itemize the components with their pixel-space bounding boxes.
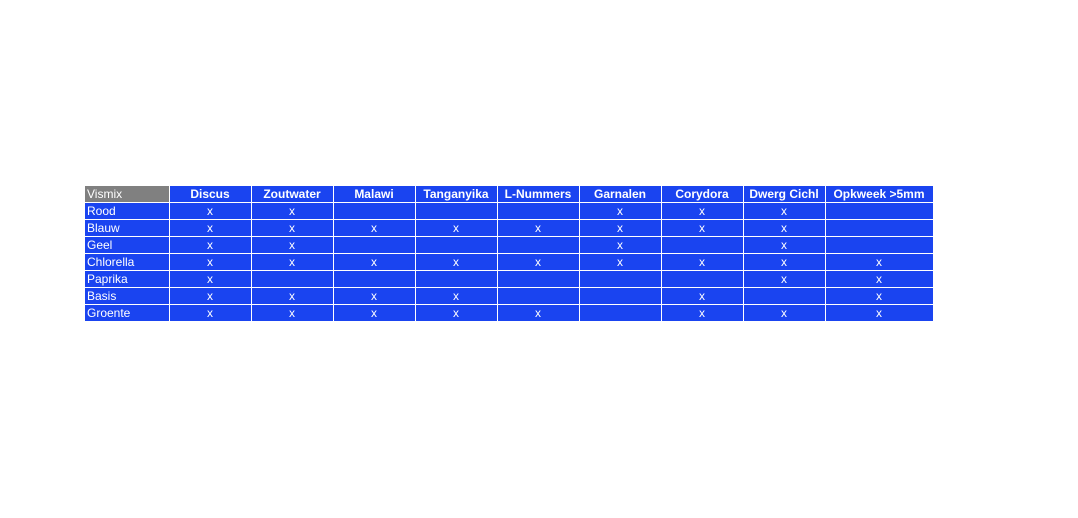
table-cell[interactable]: x bbox=[168, 270, 252, 288]
table-cell[interactable]: x bbox=[496, 219, 580, 237]
table-cell[interactable]: x bbox=[168, 236, 252, 254]
table-cell[interactable] bbox=[496, 202, 580, 220]
table-cell[interactable]: x bbox=[168, 202, 252, 220]
table-cell[interactable]: x bbox=[332, 253, 416, 271]
table-cell[interactable]: x bbox=[824, 270, 934, 288]
row-label[interactable]: Paprika bbox=[85, 270, 170, 288]
row-label[interactable]: Basis bbox=[85, 287, 170, 305]
column-header[interactable]: Corydora bbox=[660, 186, 744, 203]
row-label[interactable]: Blauw bbox=[85, 219, 170, 237]
table-cell[interactable]: x bbox=[660, 253, 744, 271]
table-cell[interactable] bbox=[414, 270, 498, 288]
table-row: Rood x x x x x bbox=[85, 202, 934, 220]
table-cell[interactable] bbox=[660, 270, 744, 288]
row-label[interactable]: Rood bbox=[85, 202, 170, 220]
table-cell[interactable]: x bbox=[250, 253, 334, 271]
table-row: Groente x x x x x x x x bbox=[85, 304, 934, 322]
table-cell[interactable]: x bbox=[660, 304, 744, 322]
table-cell[interactable]: x bbox=[742, 236, 826, 254]
table-cell[interactable]: x bbox=[578, 236, 662, 254]
table-cell[interactable] bbox=[660, 236, 744, 254]
table-cell[interactable]: x bbox=[824, 287, 934, 305]
table-cell[interactable] bbox=[332, 270, 416, 288]
row-label[interactable]: Chlorella bbox=[85, 253, 170, 271]
table-cell[interactable] bbox=[250, 270, 334, 288]
column-header[interactable]: Malawi bbox=[332, 186, 416, 203]
table-cell[interactable]: x bbox=[578, 253, 662, 271]
table-cell[interactable]: x bbox=[414, 287, 498, 305]
table-cell[interactable]: x bbox=[250, 236, 334, 254]
table-cell[interactable]: x bbox=[168, 253, 252, 271]
table-cell[interactable] bbox=[332, 236, 416, 254]
column-header[interactable]: Garnalen bbox=[578, 186, 662, 203]
table-cell[interactable]: x bbox=[168, 304, 252, 322]
corner-cell[interactable]: Vismix bbox=[85, 186, 170, 203]
table-cell[interactable]: x bbox=[578, 202, 662, 220]
table-cell[interactable]: x bbox=[414, 219, 498, 237]
table-cell[interactable]: x bbox=[414, 253, 498, 271]
table-cell[interactable] bbox=[824, 236, 934, 254]
table-row: Geel x x x x bbox=[85, 236, 934, 254]
table-row: Chlorella x x x x x x x x x bbox=[85, 253, 934, 271]
table-cell[interactable] bbox=[824, 219, 934, 237]
table-cell[interactable] bbox=[496, 270, 580, 288]
table-cell[interactable] bbox=[578, 287, 662, 305]
table-cell[interactable]: x bbox=[660, 202, 744, 220]
table-cell[interactable] bbox=[742, 287, 826, 305]
table-cell[interactable] bbox=[414, 202, 498, 220]
table-cell[interactable]: x bbox=[742, 253, 826, 271]
table-cell[interactable]: x bbox=[742, 202, 826, 220]
table-cell[interactable] bbox=[496, 236, 580, 254]
column-header[interactable]: L-Nummers bbox=[496, 186, 580, 203]
vismix-table: Vismix Discus Zoutwater Malawi Tanganyika L-… bbox=[85, 186, 934, 322]
column-header[interactable]: Opkweek >5mm bbox=[824, 186, 934, 203]
table-cell[interactable]: x bbox=[496, 304, 580, 322]
header-row: Vismix Discus Zoutwater Malawi Tanganyika L-… bbox=[85, 186, 934, 203]
table-cell[interactable]: x bbox=[742, 304, 826, 322]
column-header[interactable]: Dwerg Cichl bbox=[742, 186, 826, 203]
table-cell[interactable]: x bbox=[824, 253, 934, 271]
column-header[interactable]: Discus bbox=[168, 186, 252, 203]
table-row: Blauw x x x x x x x x bbox=[85, 219, 934, 237]
table-cell[interactable]: x bbox=[250, 219, 334, 237]
column-header[interactable]: Zoutwater bbox=[250, 186, 334, 203]
table-cell[interactable]: x bbox=[578, 219, 662, 237]
table-cell[interactable]: x bbox=[496, 253, 580, 271]
table-cell[interactable]: x bbox=[250, 304, 334, 322]
table-cell[interactable]: x bbox=[660, 219, 744, 237]
table-cell[interactable] bbox=[578, 304, 662, 322]
table-row: Paprika x x x bbox=[85, 270, 934, 288]
table-cell[interactable]: x bbox=[332, 219, 416, 237]
table-cell[interactable]: x bbox=[414, 304, 498, 322]
table-row: Basis x x x x x x bbox=[85, 287, 934, 305]
table-cell[interactable]: x bbox=[168, 287, 252, 305]
table-cell[interactable]: x bbox=[742, 270, 826, 288]
table-cell[interactable] bbox=[496, 287, 580, 305]
table-cell[interactable]: x bbox=[168, 219, 252, 237]
table-cell[interactable]: x bbox=[250, 202, 334, 220]
table-cell[interactable] bbox=[332, 202, 416, 220]
table-cell[interactable]: x bbox=[660, 287, 744, 305]
table-cell[interactable] bbox=[824, 202, 934, 220]
table-cell[interactable]: x bbox=[824, 304, 934, 322]
table-cell[interactable]: x bbox=[742, 219, 826, 237]
table-cell[interactable]: x bbox=[332, 287, 416, 305]
row-label[interactable]: Geel bbox=[85, 236, 170, 254]
column-header[interactable]: Tanganyika bbox=[414, 186, 498, 203]
table-cell[interactable] bbox=[578, 270, 662, 288]
table-cell[interactable] bbox=[414, 236, 498, 254]
table-cell[interactable]: x bbox=[250, 287, 334, 305]
table-cell[interactable]: x bbox=[332, 304, 416, 322]
row-label[interactable]: Groente bbox=[85, 304, 170, 322]
